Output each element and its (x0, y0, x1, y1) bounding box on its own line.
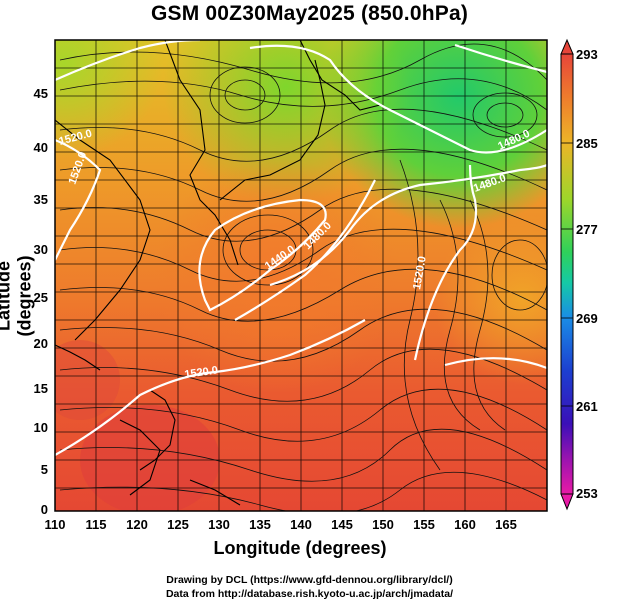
y-tick: 15 (33, 381, 48, 396)
colorbar-tick: 277 (576, 222, 598, 237)
y-tick: 45 (33, 86, 48, 101)
x-tick: 130 (208, 517, 230, 532)
y-tick: 5 (40, 462, 48, 477)
y-tick: 35 (33, 192, 48, 207)
x-tick: 160 (454, 517, 476, 532)
x-tick: 155 (413, 517, 435, 532)
y-axis-label: Latitude (degrees) (0, 255, 35, 337)
x-tick: 120 (126, 517, 148, 532)
y-tick: 25 (33, 290, 48, 305)
x-tick: 115 (85, 517, 107, 532)
y-tick: 10 (33, 420, 48, 435)
y-tick: 0 (40, 502, 48, 517)
contour-label: 1520.0 (411, 255, 429, 290)
contour-label: 1520.0 (184, 364, 219, 381)
x-tick: 135 (249, 517, 271, 532)
x-tick: 110 (44, 517, 66, 532)
x-axis-label: Longitude (degrees) (213, 538, 387, 558)
plot-frame (54, 39, 548, 512)
colorbar-tick: 285 (576, 136, 598, 151)
x-tick: 140 (290, 517, 312, 532)
x-tick: 145 (331, 517, 353, 532)
x-tick: 150 (372, 517, 394, 532)
x-tick: 165 (495, 517, 517, 532)
wind-streamlines (59, 43, 547, 511)
colorbar-tick: 261 (576, 399, 598, 414)
x-tick: 125 (167, 517, 189, 532)
coastlines (55, 40, 381, 506)
y-tick: 20 (33, 336, 48, 351)
colorbar-max-arrow (560, 38, 574, 55)
y-tick: 40 (33, 140, 48, 155)
y-tick: 30 (33, 242, 48, 257)
credit-drawing: Drawing by DCL (https://www.gfd-dennou.o… (166, 574, 453, 586)
colorbar-tick: 253 (576, 486, 598, 501)
plot-title: GSM 00Z30May2025 (850.0hPa) (150, 2, 469, 25)
colorbar-tick: 269 (576, 311, 598, 326)
colorbar-min-arrow (560, 493, 574, 511)
colorbar (560, 38, 574, 511)
colorbar-tick: 293 (576, 47, 598, 62)
credit-data: Data from http://database.rish.kyoto-u.a… (165, 588, 454, 600)
height-contours (55, 40, 547, 456)
